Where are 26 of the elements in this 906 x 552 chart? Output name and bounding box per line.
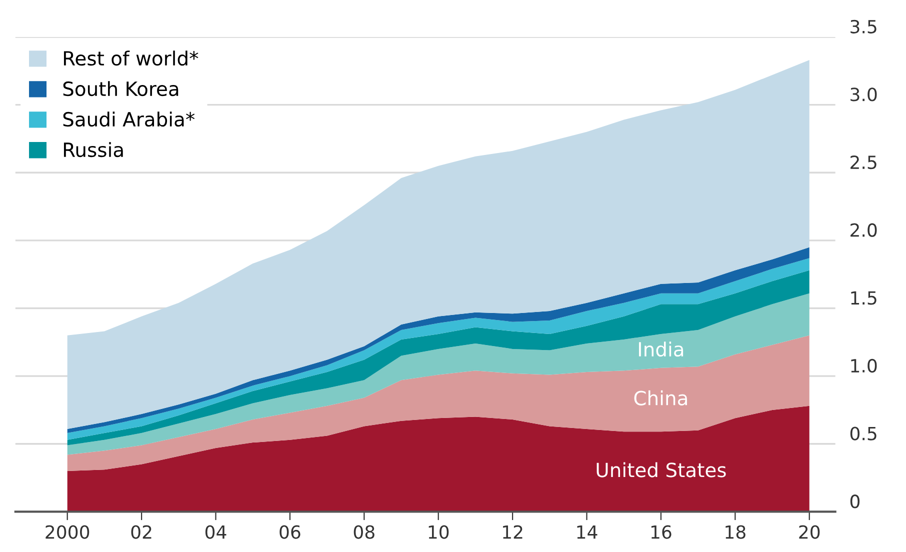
y-tick-label: 1.5 — [851, 291, 876, 305]
y-tick-label: 3.5 — [850, 20, 876, 34]
legend-label: Rest of world* — [64, 50, 198, 66]
y-tick-label: 2.5 — [850, 155, 876, 170]
series-label: China — [634, 390, 687, 406]
y-tick-label: 1.0 — [851, 358, 877, 373]
series-label: India — [639, 342, 684, 357]
x-tick-label: 18 — [726, 525, 746, 539]
series-label: United States — [596, 462, 726, 478]
x-tick-label: 02 — [131, 525, 152, 539]
x-tick-label: 2000 — [46, 525, 90, 539]
legend-label: Saudi Arabia* — [63, 112, 195, 127]
x-tick-label: 10 — [428, 525, 449, 539]
x-tick-label: 14 — [577, 525, 598, 539]
x-tick-label: 08 — [354, 525, 374, 539]
y-tick-label: 0 — [850, 494, 860, 508]
x-tick-label: 12 — [503, 525, 522, 539]
y-tick-label: 3.0 — [850, 88, 877, 102]
legend-label: South Korea — [63, 81, 178, 96]
y-tick-label: 2.0 — [850, 223, 877, 237]
y-tick-label: 0.5 — [850, 426, 876, 440]
x-tick-label: 20 — [799, 525, 820, 539]
x-tick-label: 04 — [205, 525, 226, 539]
legend-label: Russia — [64, 142, 123, 158]
x-tick-label: 06 — [280, 525, 300, 539]
x-tick-label: 16 — [651, 525, 672, 539]
